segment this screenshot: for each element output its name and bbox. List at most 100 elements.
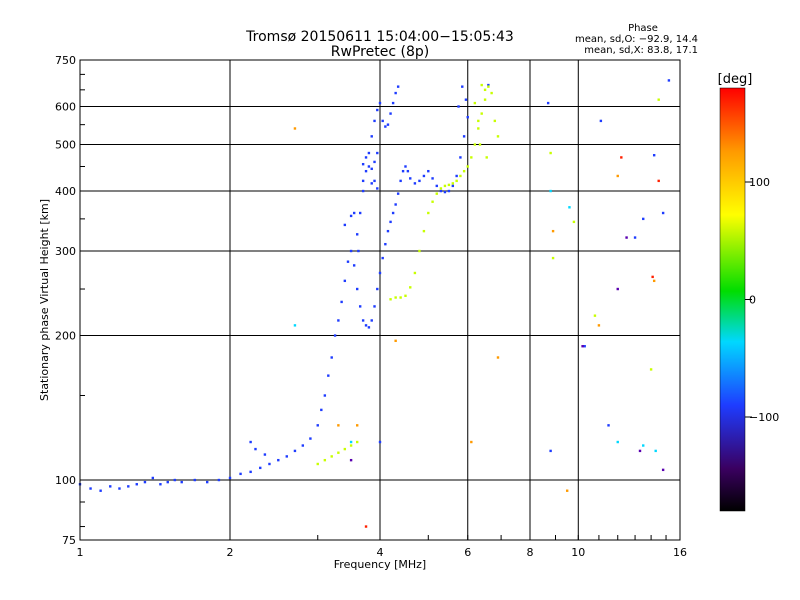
data-point [193,478,197,482]
data-point [396,85,400,88]
data-point [657,98,660,101]
data-point [652,154,656,157]
data-point [435,192,438,195]
data-point [546,101,550,105]
series-red [364,156,660,528]
data-point [427,169,430,173]
data-point [358,305,362,308]
chart-subtitle: RwPretec (8p) [331,44,429,60]
data-point [355,424,359,427]
data-point [620,156,623,159]
data-point [381,119,384,123]
series-yellow [316,83,660,466]
data-point [473,143,477,146]
data-point [455,174,458,178]
data-point [358,211,362,215]
x-tick-label: 10 [571,546,585,559]
data-point [346,260,350,263]
data-point [323,394,327,397]
data-point [367,151,371,155]
data-point [361,319,365,322]
data-point [464,98,468,101]
y-tick-label: 750 [55,54,76,67]
phase-stats-title: Phase [628,23,658,34]
data-point [459,174,462,178]
data-point [451,184,455,188]
x-tick-label: 8 [527,546,534,559]
data-point [151,476,155,480]
data-point [404,294,407,297]
data-point [459,156,462,159]
data-point [259,466,262,470]
data-point [293,449,297,453]
data-point [633,236,637,239]
x-tick-label: 2 [227,546,234,559]
data-point [625,236,628,239]
series-orange [293,127,656,492]
data-point [378,101,382,105]
data-point [384,125,387,128]
data-point [364,525,368,528]
data-point [657,179,660,183]
x-tick-label: 6 [464,546,471,559]
x-tick-label: 4 [377,546,384,559]
data-point [399,296,402,299]
x-axis-label: Frequency [MHz] [334,558,426,571]
data-point [439,189,443,193]
data-point [565,489,569,492]
data-point [378,440,382,444]
data-point [285,455,288,458]
data-point [485,156,488,159]
data-point [493,119,497,123]
data-point [549,449,552,453]
data-point [316,462,319,466]
data-point [228,476,232,480]
y-tick-label: 600 [55,101,76,114]
data-point [386,123,390,126]
data-point [461,85,464,88]
x-tick-label: 1 [77,546,84,559]
colorbar-tick-label: −100 [749,411,779,424]
data-point [320,408,323,412]
data-point [431,177,434,180]
series-blue [78,79,671,492]
data-point [462,169,466,173]
data-point [343,279,347,283]
data-point [349,458,353,462]
data-point [337,424,340,427]
data-point [607,424,610,427]
data-point [349,214,353,218]
data-point [496,135,500,138]
data-point [616,440,619,444]
data-point [396,192,400,195]
data-point [451,182,455,185]
data-point [166,480,169,484]
data-point [263,453,267,456]
data-point [381,256,384,260]
data-point [268,462,271,466]
data-point [173,478,177,482]
data-point [496,356,500,359]
data-point [330,356,333,359]
data-point [401,169,405,173]
data-point [309,437,312,440]
data-point [418,179,421,183]
y-axis: 75 100 200 300 400 500 600 750 [55,54,85,547]
series-violet [349,236,665,472]
chart-title: Tromsø 20150611 15:04:00−15:05:43 [245,29,514,45]
data-point [581,345,584,348]
data-point [443,184,447,188]
data-point [477,119,480,123]
data-point [99,489,102,492]
data-point [572,220,576,224]
data-point [470,156,473,159]
data-point [391,211,395,215]
y-tick-label: 300 [55,245,76,258]
data-point [654,449,657,453]
y-axis-label: Stationary phase Virtual Height [km] [38,199,51,401]
data-point [159,483,162,486]
data-point [386,229,390,233]
data-point [483,88,487,92]
data-point [389,298,392,301]
